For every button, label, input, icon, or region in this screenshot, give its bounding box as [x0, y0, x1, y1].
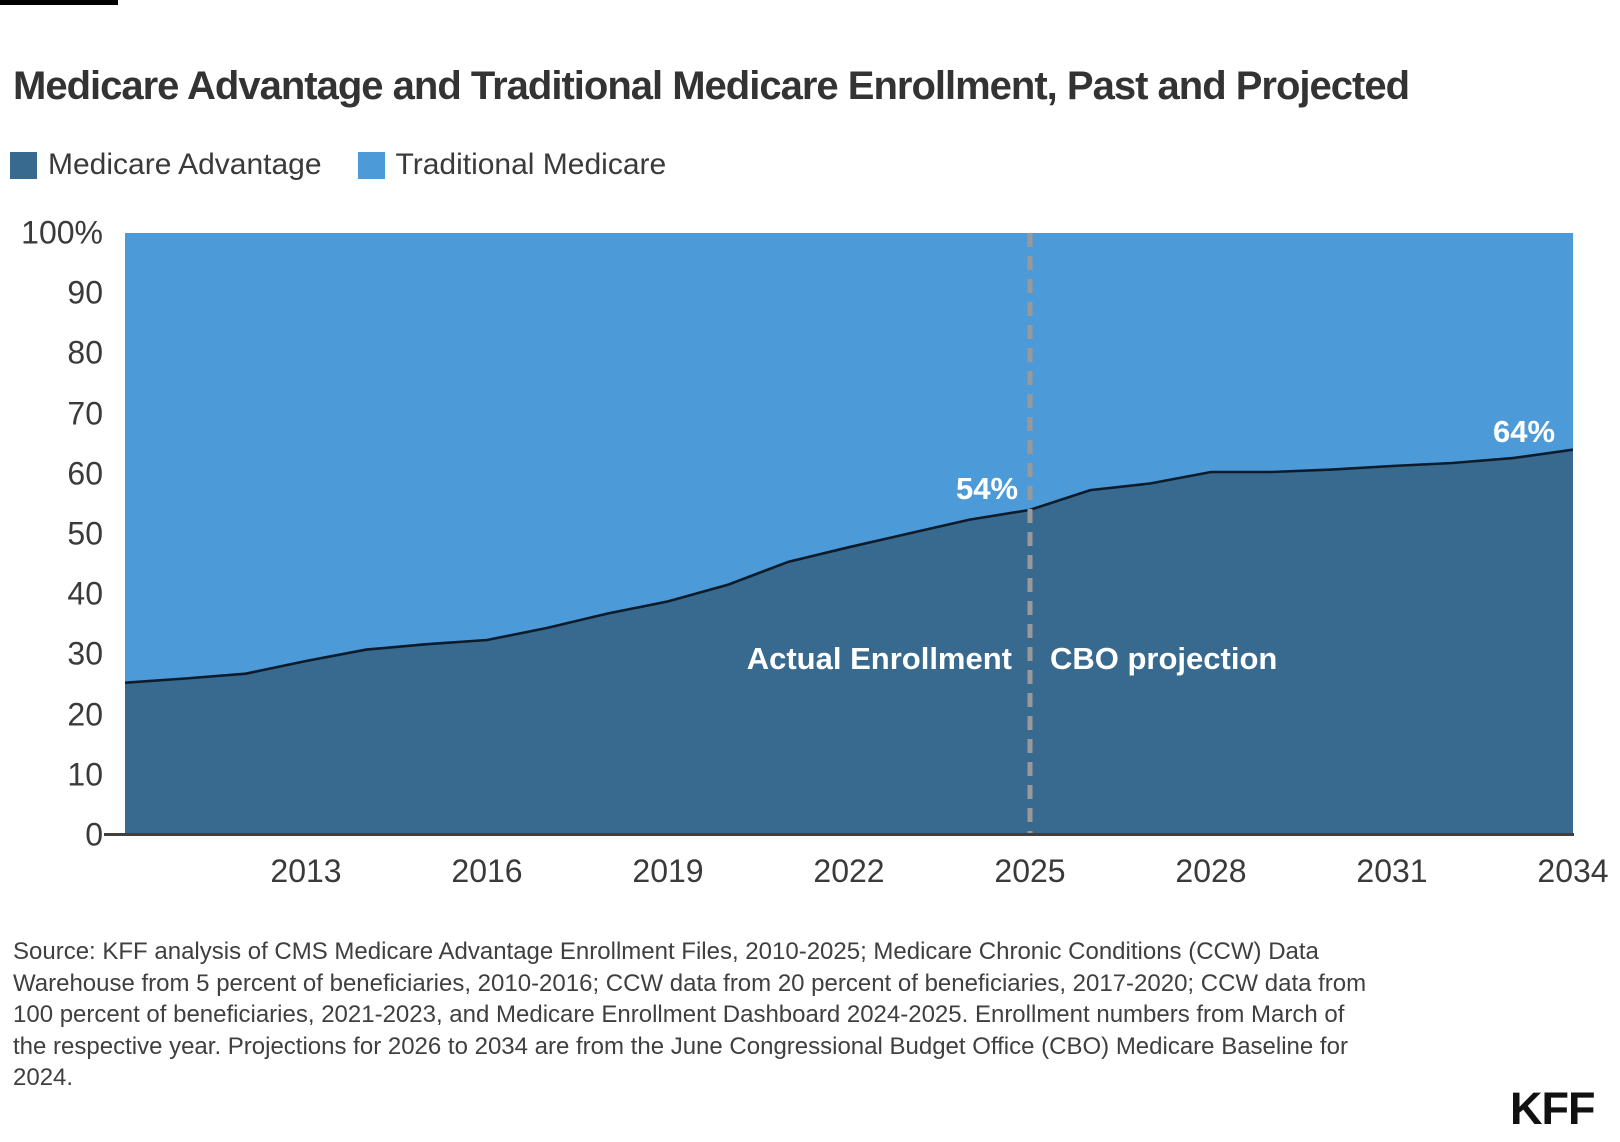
source-line-5: 2024.: [13, 1064, 74, 1091]
y-tick-0: 0: [85, 816, 103, 853]
legend-swatch-traditional-medicare-icon: [357, 151, 385, 179]
legend-item-medicare-advantage: Medicare Advantage: [10, 148, 322, 182]
legend-swatch-medicare-advantage-icon: [10, 151, 37, 179]
kff-logo: KFF: [1510, 1083, 1595, 1134]
enrollment-boundary-line: [125, 448, 1573, 684]
y-tick-50: 50: [67, 515, 103, 552]
y-tick-40: 40: [67, 575, 103, 612]
chart-area: 100% 90 80 70 60 50 40 30 20 10 0 2013 2016 2019 2022…: [21, 214, 1609, 890]
y-tick-90: 90: [67, 274, 103, 311]
legend-label-medicare-advantage: Medicare Advantage: [48, 148, 322, 181]
top-left-artifact-bar: [0, 0, 118, 5]
label-cbo-projection: CBO projection: [1050, 641, 1278, 676]
x-axis-line: [104, 833, 1574, 836]
source-note: Source: KFF analysis of CMS Medicare Adv…: [13, 936, 1366, 1094]
data-label-2034-share: 64%: [1492, 414, 1556, 449]
x-tick-2034: 2034: [1537, 853, 1609, 889]
medicare-advantage-area: [125, 449, 1573, 835]
x-tick-2019: 2019: [632, 853, 704, 889]
y-tick-60: 60: [67, 455, 103, 492]
source-line-4: the respective year. Projections for 202…: [13, 1032, 1348, 1060]
legend-item-traditional-medicare: Traditional Medicare: [357, 148, 667, 182]
legend-label-traditional-medicare: Traditional Medicare: [395, 148, 667, 181]
source-line-2: Warehouse from 5 percent of beneficiarie…: [13, 969, 1367, 997]
y-tick-70: 70: [67, 395, 103, 432]
legend: Medicare Advantage Traditional Medicare: [10, 148, 666, 182]
x-tick-2031: 2031: [1356, 853, 1428, 889]
y-tick-30: 30: [67, 635, 103, 672]
source-line-1: Source: KFF analysis of CMS Medicare Adv…: [13, 938, 1319, 965]
x-tick-2022: 2022: [813, 853, 885, 889]
y-tick-10: 10: [67, 756, 103, 793]
data-label-2025-share: 54%: [955, 471, 1019, 506]
source-line-3: 100 percent of beneficiaries, 2021-2023,…: [13, 1001, 1345, 1028]
x-tick-2028: 2028: [1175, 853, 1247, 889]
x-tick-2025: 2025: [994, 853, 1066, 889]
label-actual-enrollment: Actual Enrollment: [746, 641, 1012, 676]
x-tick-2013: 2013: [270, 853, 342, 889]
y-tick-80: 80: [67, 334, 103, 371]
x-tick-2016: 2016: [451, 853, 523, 889]
chart-title: Medicare Advantage and Traditional Medic…: [13, 64, 1410, 108]
y-tick-20: 20: [67, 696, 103, 733]
stacked-area-plot: [125, 233, 1573, 835]
y-tick-100: 100%: [21, 214, 103, 251]
